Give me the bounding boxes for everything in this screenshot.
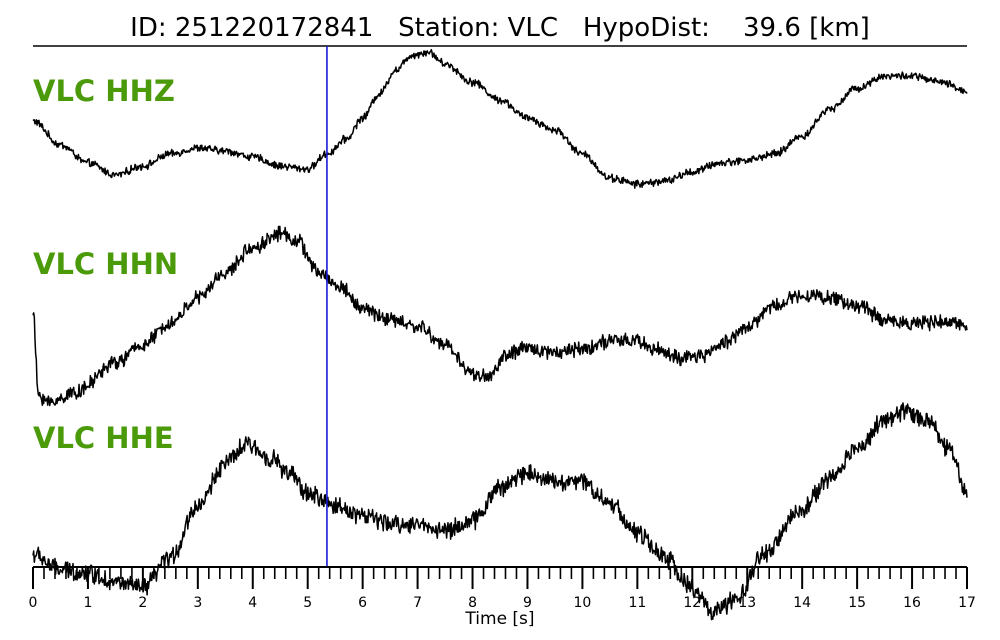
x-tick-label: 6 xyxy=(358,595,367,611)
x-tick-label: 15 xyxy=(848,595,866,611)
x-tick-label: 13 xyxy=(738,595,756,611)
x-tick-label: 0 xyxy=(29,595,38,611)
trace-vlc-hhe xyxy=(32,402,968,621)
x-tick-label: 16 xyxy=(903,595,921,611)
x-axis-label: Time [s] xyxy=(464,609,534,629)
x-tick-label: 1 xyxy=(83,595,92,611)
x-tick-label: 10 xyxy=(573,595,591,611)
channel-labels-group: VLC HHZ VLC HHN VLC HHE xyxy=(33,74,178,455)
channel-label-vlc-hhe: VLC HHE xyxy=(33,421,174,455)
traces-group xyxy=(32,48,968,621)
x-tick-label: 12 xyxy=(683,595,701,611)
x-tick-label: 8 xyxy=(468,595,477,611)
x-tick-label: 3 xyxy=(193,595,202,611)
x-tick-label: 7 xyxy=(413,595,422,611)
trace-vlc-hhn xyxy=(32,225,968,407)
x-tick-label: 9 xyxy=(523,595,532,611)
trace-vlc-hhz xyxy=(32,48,968,189)
time-axis: 0 1 2 3 4 5 6 7 8 9 10 11 12 13 14 15 16 17 xyxy=(29,566,976,611)
chart-title: ID: 251220172841 Station: VLC HypoDist: … xyxy=(130,13,870,43)
x-tick-label: 14 xyxy=(793,595,811,611)
x-tick-label: 17 xyxy=(958,595,976,611)
x-tick-label: 11 xyxy=(628,595,646,611)
channel-label-vlc-hhn: VLC HHN xyxy=(33,247,178,281)
channel-label-vlc-hhz: VLC HHZ xyxy=(33,74,175,108)
x-tick-label: 5 xyxy=(303,595,312,611)
x-tick-label: 2 xyxy=(138,595,147,611)
x-tick-label: 4 xyxy=(248,595,257,611)
